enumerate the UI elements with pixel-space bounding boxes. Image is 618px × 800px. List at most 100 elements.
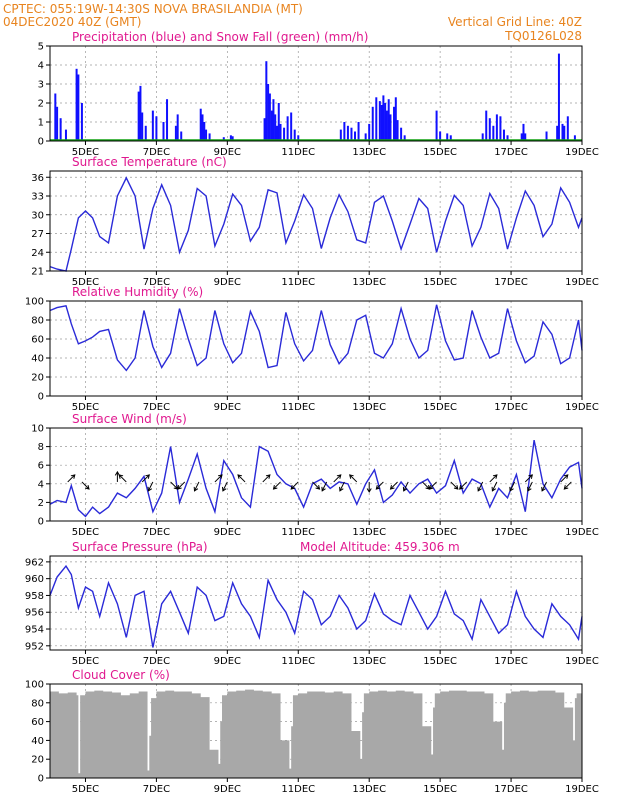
panel-6: Cloud Cover (%) 0 20 40 60 80 100 5DEC 7DEC 9DEC 1… [25,668,599,795]
panel-title: Relative Humidity (%) [72,285,203,299]
x-tick-label: 13DEC [352,656,386,667]
precip-bar [343,122,346,141]
wind-arrow [527,481,533,492]
y-tick-label: 958 [25,591,44,602]
precip-bar [394,97,397,141]
x-tick-label: 9DEC [214,277,241,288]
y-tick-label: 960 [25,574,44,585]
y-tick-label: 20 [31,755,44,766]
wind-arrow [177,481,186,490]
precip-bar [293,129,296,141]
precip-bar [375,97,378,141]
precip-bar [561,123,564,141]
x-tick-label: 15DEC [423,277,457,288]
wind-arrow-head [84,484,90,490]
panel-4: Surface Wind (m/s) 0 2 4 6 8 10 5DEC 7DEC 9DEC 11D… [31,412,599,538]
wind-arrow-head [477,486,482,492]
wind-arrow-head [453,484,459,490]
x-tick-label: 7DEC [143,527,170,538]
x-tick-label: 5DEC [72,656,99,667]
panel-frame [49,683,583,779]
wind-arrow-head [193,486,199,492]
precip-bar [176,114,179,141]
wind-arrow [403,481,409,492]
y-tick-label: 20 [31,373,44,384]
x-tick-label: 9DEC [214,147,241,158]
wind-arrow [273,481,281,490]
wind-arrow-head [290,484,296,490]
precip-bar [272,99,275,141]
x-tick-label: 13DEC [352,402,386,413]
wind-arrow-head [428,484,434,490]
precip-bar [268,93,271,141]
wind-arrow [477,481,484,492]
wind-arrow [560,474,569,483]
wind-arrow-head [563,484,569,490]
wind-arrow-head [321,486,326,492]
wind-arrow [194,481,200,492]
y-tick-label: 952 [25,641,44,652]
y-tick-label: 5 [38,42,44,53]
x-tick-label: 5DEC [72,402,99,413]
y-tick-label: 10 [31,424,44,435]
wind-arrow [262,474,271,483]
panel-frame [49,170,583,272]
wind-arrow-head [272,484,278,490]
precip-bar [166,99,169,141]
series-line [49,304,583,372]
precip-bar [267,84,270,141]
header-run-date: 04DEC2020 40Z (GMT) [3,15,141,29]
header-location: CPTEC: 055:19W-14:30S NOVA BRASILANDIA (… [3,2,303,16]
wind-arrow-head [459,484,464,490]
wind-arrow [170,481,179,490]
y-tick-label: 80 [31,316,44,327]
wind-arrow [509,481,516,492]
y-tick-label: 3 [38,80,44,91]
y-tick-label: 27 [31,229,44,240]
y-tick-label: 0 [38,137,44,148]
precip-bar [545,131,548,141]
precip-bar [59,118,62,141]
y-tick-label: 33 [31,192,44,203]
meteogram-header: CPTEC: 055:19W-14:30S NOVA BRASILANDIA (… [3,2,582,43]
precip-bar [499,116,502,141]
x-tick-label: 19DEC [565,147,599,158]
y-tick-label: 2 [38,99,44,110]
precip-bar [139,85,142,141]
panel-5: Surface Pressure (hPa) Model Altitude: 45… [25,540,599,667]
x-tick-label: 7DEC [143,784,170,795]
precip-bar [389,114,392,141]
x-tick-label: 15DEC [423,147,457,158]
x-tick-label: 15DEC [423,527,457,538]
wind-arrow-head [217,474,223,479]
y-tick-label: 1 [38,118,44,129]
y-tick-label: 956 [25,608,44,619]
wind-arrow [339,481,345,492]
wind-arrow-head [315,484,321,490]
precip-bar [283,127,286,141]
x-tick-label: 7DEC [143,147,170,158]
y-tick-label: 954 [25,625,44,636]
wind-arrow-head [349,474,354,479]
wind-arrow [81,481,90,490]
precip-bar [350,127,353,141]
wind-arrow-head [509,486,514,492]
wind-arrow-head [222,486,227,492]
wind-arrow [141,474,150,483]
wind-arrow-head [339,486,344,492]
precip-bar [339,129,342,141]
precip-bar [56,106,59,141]
x-tick-label: 13DEC [352,277,386,288]
wind-arrow-head [336,474,342,479]
wind-arrow [214,474,223,483]
wind-arrow [67,474,76,483]
panel-title: Precipitation (blue) and Snow Fall (gree… [72,30,368,44]
precip-bar [481,133,484,141]
y-tick-label: 60 [31,335,44,346]
wind-arrow [321,481,328,492]
x-tick-label: 17DEC [494,784,528,795]
x-tick-label: 15DEC [423,656,457,667]
precip-bar [162,122,165,141]
precip-bar [506,135,509,141]
precip-bar [155,116,158,141]
